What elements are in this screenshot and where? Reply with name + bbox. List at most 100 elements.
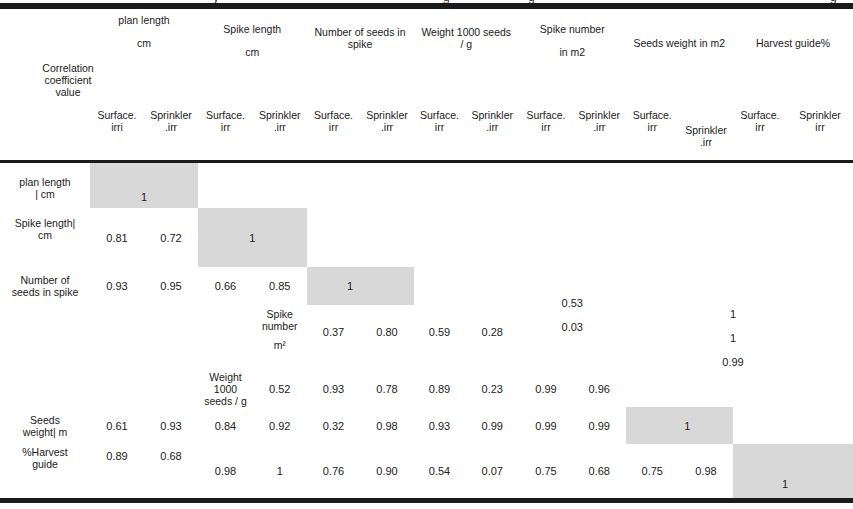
text-line: Sprinkler [787, 109, 853, 121]
text-line: in m2 [519, 46, 626, 58]
column-subheader: Sprinkler.irr [466, 103, 520, 139]
text-line: Number of [0, 274, 90, 286]
text-line: cm [0, 229, 90, 241]
correlation-value-cell: 0.75 [519, 444, 573, 498]
text-line: Spike number [519, 23, 626, 35]
group-harvest-guide: Harvest guide% [733, 12, 853, 64]
correlation-value-cell: 1 [253, 444, 307, 498]
row-label-spike-length: Spike length|cm [0, 208, 90, 267]
correlation-value-cell: 0.66 [198, 267, 253, 305]
correlation-value-cell: 0.99 [519, 407, 573, 444]
text-line: irr [414, 121, 466, 133]
text-line: cm [90, 37, 198, 49]
column-subheader: Sprinklerirr [787, 103, 853, 139]
group-weight-1000: Weight 1000 seeds/ g [414, 12, 520, 64]
correlation-value-cell: 0.93 [144, 407, 198, 444]
text-line: irr [626, 121, 680, 133]
text-line: 0.99 [573, 420, 626, 432]
text-line: 0.53 [519, 291, 626, 315]
text-line: Weight 1000 seeds [414, 26, 520, 38]
text-line: irr [519, 121, 573, 133]
text-line: 0.03 [519, 315, 626, 339]
text-line: | cm [0, 188, 90, 200]
column-subheader: Surface.irr [198, 103, 253, 139]
text-line: 0.75 [626, 465, 680, 477]
text-line: 0.68 [573, 465, 626, 477]
text-line: 0.78 [361, 383, 414, 395]
text-line: 0.95 [144, 280, 198, 292]
text-line: Spike [253, 308, 307, 320]
corner-label-line: coefficient [18, 74, 118, 86]
correlation-value-cell: 0.84 [198, 407, 253, 444]
text-line: cm [198, 46, 307, 58]
text-line: 0.76 [307, 465, 361, 477]
text-line: Surface. [414, 109, 466, 121]
text-line: 0.80 [361, 326, 414, 338]
text-line: Number of seeds in [307, 26, 414, 38]
text-line: Seeds [0, 414, 90, 426]
text-line: Surface. [519, 109, 573, 121]
text-line: 0.99 [679, 350, 787, 374]
text-line: .irr [466, 121, 520, 133]
correlation-value-cell: 0.68 [573, 444, 626, 498]
column-subheader: Surface.irr [307, 103, 361, 139]
correlation-value-cell: 0.59 [414, 305, 466, 370]
text-line: Harvest guide% [733, 37, 853, 49]
corner-label: Correlation coefficient value [18, 62, 118, 98]
text-line: %Harvest [0, 446, 90, 458]
mid-label-spike-number: Spikenumberm² [253, 305, 307, 370]
text-line: 0.07 [466, 465, 520, 477]
text-line: .irr [144, 121, 198, 133]
text-line: Surface. [626, 109, 680, 121]
correlation-table-page: yggg Correlation coefficient value plan … [0, 0, 853, 509]
text-line: 0.72 [144, 232, 198, 244]
text-line: 0.92 [253, 420, 307, 432]
text-line: Sprinkler [253, 109, 307, 121]
text-line: seeds in spike [0, 286, 90, 298]
text-line: .irr [573, 121, 626, 133]
column-subheader: Surface.irr [626, 103, 680, 139]
correlation-value-cell: 0.76 [307, 444, 361, 498]
correlation-value-cell: 0.72 [144, 208, 198, 267]
text-line: 0.99 [519, 420, 573, 432]
correlation-value-cell: 0.61 [90, 407, 144, 444]
corner-label-line: value [18, 86, 118, 98]
text-line: 0.32 [307, 420, 361, 432]
text-line: plan length [90, 14, 198, 26]
correlation-value-cell: 0.93 [90, 267, 144, 305]
table-top-border [0, 3, 853, 9]
header-separator-line [0, 160, 853, 163]
text-line: 0.23 [466, 383, 520, 395]
text-line: 0.89 [414, 383, 466, 395]
text-line: 0.66 [198, 280, 253, 292]
mid-label-weight-1000-seeds: Weight1000seeds / g [198, 370, 253, 407]
stacked-values-cell: 110.99 [679, 305, 787, 370]
text-line: irr [787, 121, 853, 133]
text-line: 0.61 [90, 420, 144, 432]
text-line: number [253, 320, 307, 332]
text-line: 0.84 [198, 420, 253, 432]
correlation-value-cell: 0.93 [414, 407, 466, 444]
text-line: 1 [679, 302, 787, 326]
text-line: Sprinkler [573, 109, 626, 121]
correlation-value-cell: 0.98 [361, 407, 414, 444]
correlation-value-cell: 0.28 [466, 305, 520, 370]
text-line: 0.28 [466, 326, 520, 338]
text-line: irr [733, 121, 787, 133]
text-line: 0.96 [573, 383, 626, 395]
group-number-of-seeds: Number of seeds inspike [307, 12, 414, 64]
text-line: 1 [679, 326, 787, 350]
column-subheader: Surface.irri [90, 103, 144, 139]
correlation-value-cell: 0.52 [253, 370, 307, 407]
correlation-value-cell: 0.81 [90, 208, 144, 267]
column-subheader: Surface.irr [519, 103, 573, 139]
text-line: 1 [725, 478, 845, 490]
text-line: Surface. [733, 109, 787, 121]
stacked-values-cell: 0.530.03 [519, 305, 626, 370]
row-label-harvest-guide: %Harvestguide [0, 444, 90, 498]
column-subheader: Sprinkler.irr [144, 103, 198, 139]
text-line: 0.98 [361, 420, 414, 432]
text-line: 0.98 [198, 465, 253, 477]
group-seeds-weight: Seeds weight in m2 [626, 12, 734, 64]
text-line: 0.93 [307, 383, 361, 395]
